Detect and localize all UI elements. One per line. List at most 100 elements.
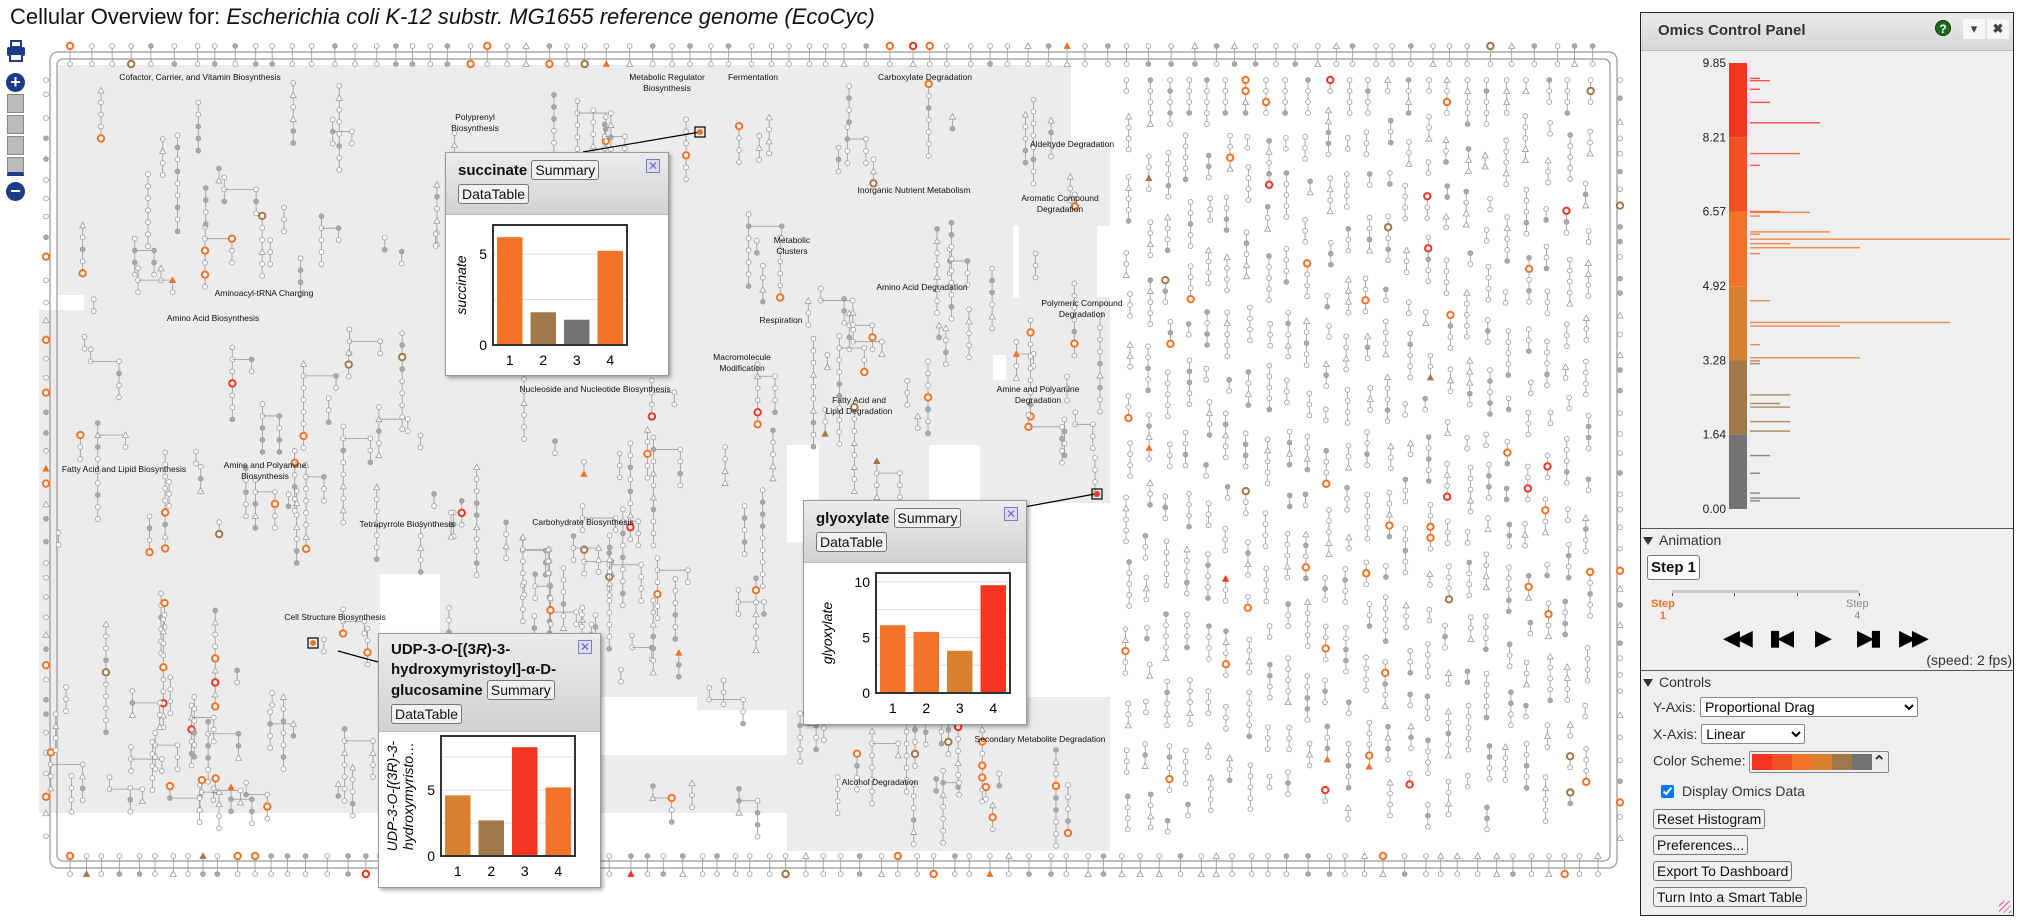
chevron-up-icon[interactable]: ⌃	[1872, 754, 1886, 771]
x-axis-select[interactable]: Linear	[1701, 724, 1806, 744]
compound-node	[126, 59, 136, 69]
compound-node	[1483, 77, 1490, 83]
compound-name: succinate	[458, 162, 528, 179]
compound-node	[1543, 265, 1550, 272]
zoom-level-slot[interactable]	[7, 94, 24, 113]
compound-node	[1186, 523, 1192, 530]
step-back-button[interactable]: ▮◀	[1769, 625, 1794, 650]
compound-node	[1407, 374, 1413, 381]
summary-button[interactable]: Summary	[486, 680, 555, 700]
compound-node	[1583, 369, 1589, 376]
compound-node	[121, 431, 130, 438]
help-icon[interactable]: ?	[1935, 20, 1951, 36]
zoom-out-button[interactable]: −	[6, 182, 25, 201]
compound-node	[370, 762, 376, 768]
compound-node	[1302, 145, 1308, 151]
fast-forward-button[interactable]: ▶▶	[1899, 625, 1929, 650]
compound-node	[1503, 485, 1510, 492]
compound-node	[1617, 224, 1623, 230]
compound-node	[752, 646, 760, 654]
zoom-level-slot[interactable]	[7, 115, 24, 134]
resize-grip[interactable]	[1999, 901, 2011, 913]
compound-node	[863, 136, 869, 142]
animation-header[interactable]: Animation	[1641, 529, 2013, 551]
compound-node	[1365, 99, 1371, 105]
compound-node	[1523, 713, 1529, 720]
datatable-button[interactable]: DataTable	[816, 532, 888, 552]
compound-node	[1045, 61, 1052, 67]
compound-node	[432, 231, 439, 237]
compound-node	[741, 515, 748, 521]
compound-node	[1565, 574, 1572, 581]
compound-node	[297, 255, 304, 262]
compound-node	[1444, 110, 1450, 116]
compound-node	[1465, 702, 1472, 709]
compound-node	[1263, 88, 1269, 94]
play-button[interactable]: ▶	[1815, 625, 1832, 650]
export-to-dashboard-button[interactable]: Export To Dashboard	[1653, 861, 1793, 881]
controls-header[interactable]: Controls	[1641, 671, 2013, 693]
close-icon[interactable]: ✕	[578, 640, 592, 654]
close-icon[interactable]: ✕	[1004, 507, 1018, 521]
compound-node	[1401, 871, 1408, 877]
compound-node	[1464, 121, 1471, 127]
printer-icon[interactable]	[6, 40, 26, 62]
compound-node	[938, 740, 945, 747]
omics-histogram[interactable]: 9.858.216.574.923.281.640.00	[1641, 51, 2013, 531]
compound-node	[116, 358, 122, 365]
compound-node	[159, 147, 167, 154]
preferences-button[interactable]: Preferences...	[1653, 835, 1749, 855]
close-icon[interactable]: ✕	[646, 159, 660, 173]
compound-node	[170, 853, 177, 859]
turn-into-smart-table-button[interactable]: Turn Into a Smart Table	[1653, 887, 1807, 907]
compound-node	[1587, 99, 1594, 105]
compound-node	[1167, 88, 1173, 94]
step-slider[interactable]	[1672, 590, 1859, 593]
compound-node	[94, 420, 101, 426]
zoom-level-slot-current[interactable]	[7, 157, 24, 176]
histogram-bar	[1750, 343, 1760, 346]
datatable-button[interactable]: DataTable	[391, 704, 463, 724]
rewind-button[interactable]: ◀◀	[1723, 625, 1753, 650]
compound-node	[1124, 793, 1131, 800]
panel-header[interactable]: Omics Control Panel ? ▾ ✖	[1641, 13, 2013, 51]
summary-button[interactable]: Summary	[531, 160, 600, 180]
zoom-in-button[interactable]: +	[6, 73, 25, 92]
display-omics-checkbox[interactable]	[1661, 785, 1674, 798]
compound-node	[910, 749, 920, 759]
compound-node	[367, 435, 374, 442]
compound-node	[1443, 429, 1452, 436]
compound-node	[1387, 170, 1393, 176]
summary-button[interactable]: Summary	[893, 508, 962, 528]
step-forward-button[interactable]: ▶▮	[1857, 625, 1882, 650]
compound-node	[579, 604, 586, 611]
compound-node	[654, 603, 661, 609]
compound-node	[466, 59, 475, 69]
compound-node	[1185, 332, 1192, 338]
compound-node	[956, 791, 962, 798]
compound-node	[1203, 462, 1209, 468]
compound-node	[1286, 746, 1292, 753]
reset-histogram-button[interactable]: Reset Histogram	[1653, 809, 1766, 829]
compound-node	[340, 749, 349, 756]
datatable-button[interactable]: DataTable	[458, 184, 530, 204]
compound-node	[291, 448, 298, 454]
close-icon[interactable]: ✖	[1987, 19, 2009, 39]
compound-node	[1304, 610, 1311, 616]
compound-node	[940, 839, 946, 846]
compound-node	[1207, 773, 1215, 781]
compound-node	[94, 516, 101, 522]
compound-node	[340, 459, 347, 466]
color-scheme-picker[interactable]: ⌃	[1749, 751, 1890, 773]
compound-node	[1247, 337, 1253, 344]
compound-node	[863, 160, 869, 166]
compound-node	[280, 742, 287, 748]
collapse-icon[interactable]: ▾	[1963, 19, 1985, 39]
y-axis-select[interactable]: Proportional Drag	[1699, 697, 1918, 717]
zoom-level-slot[interactable]	[7, 136, 24, 155]
cellular-overview-map[interactable]: Cofactor, Carrier, and Vitamin Biosynthe…	[0, 0, 1630, 923]
compound-node	[627, 870, 635, 877]
compound-node	[989, 289, 995, 296]
compound-node	[589, 142, 597, 150]
compound-node	[1326, 207, 1334, 215]
